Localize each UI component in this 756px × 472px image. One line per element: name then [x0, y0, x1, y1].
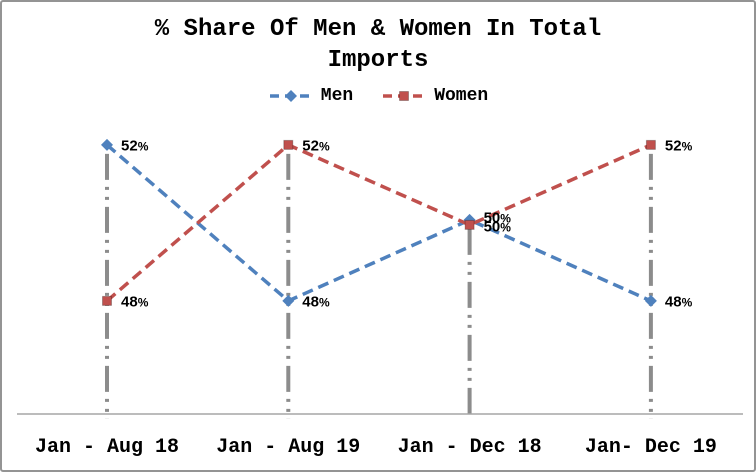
marker-men-3[interactable]: [644, 294, 657, 307]
legend-item-men[interactable]: Men: [268, 86, 353, 106]
data-label-men-3: 48%: [665, 293, 693, 310]
data-label-men-1: 48%: [302, 293, 330, 310]
legend-label-women: Women: [434, 86, 489, 106]
marker-women-0[interactable]: [102, 295, 112, 306]
series-line-men[interactable]: [105, 143, 652, 303]
legend-item-women[interactable]: Women: [381, 86, 488, 106]
men-series-marker-icon: [269, 90, 312, 102]
data-label-women-1: 52%: [302, 137, 330, 154]
marker-women-1[interactable]: [283, 139, 294, 150]
data-label-women-3: 52%: [665, 137, 693, 154]
legend: Men Women: [2, 86, 754, 106]
chart-title: % Share Of Men & Women In Total Imports: [154, 16, 602, 74]
legend-label-men: Men: [320, 86, 354, 106]
women-series-marker-icon: [383, 91, 426, 101]
data-label-women-0: 48%: [121, 293, 149, 310]
series-line-women[interactable]: [105, 142, 652, 303]
x-axis-label-0: Jan - Aug 18: [35, 436, 179, 459]
data-label-women-2: 50%: [484, 218, 512, 235]
marker-men-1[interactable]: [282, 294, 295, 307]
marker-women-2[interactable]: [464, 219, 475, 230]
data-label-men-2: 50%: [484, 209, 512, 226]
data-label-men-0: 52%: [121, 137, 149, 154]
marker-women-3[interactable]: [645, 139, 656, 150]
x-axis-label-2: Jan - Dec 18: [398, 436, 542, 459]
x-axis-label-1: Jan - Aug 19: [216, 436, 360, 459]
x-axis-label-3: Jan- Dec 19: [585, 436, 717, 459]
marker-men-0[interactable]: [101, 138, 113, 151]
